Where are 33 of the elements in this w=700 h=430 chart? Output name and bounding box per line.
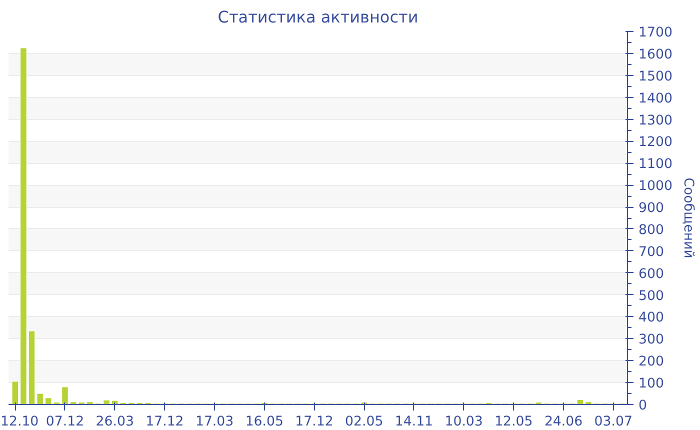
chart-title: Статистика активности [218,8,418,26]
x-tick-label: 10.03 [444,414,483,430]
x-tick-label: 17.12 [146,414,184,430]
x-tick-label: 14.11 [394,414,434,430]
y-tick-label: 900 [638,201,664,216]
y-axis-title: Сообщений [680,178,696,258]
x-tick-label: 12.05 [494,414,533,430]
y-tick-label: 800 [638,222,664,238]
y-tick-label: 600 [638,266,664,282]
y-tick-label: 0 [638,398,647,414]
y-tick-label: 200 [638,354,664,370]
y-tick-label: 700 [638,244,664,260]
x-tick-label: 02.05 [345,414,384,430]
y-tick-label: 400 [638,310,664,326]
x-tick-label: 16.05 [245,414,284,430]
y-tick-label: 1300 [638,113,672,128]
y-tick-label: 1700 [638,26,672,40]
x-tick-label: 24.06 [544,414,583,430]
x-tick-label: 03.07 [594,414,632,430]
y-tick-label: 1400 [638,91,672,106]
y-tick-label: 300 [638,332,664,348]
x-tick-label: 26.03 [96,414,134,430]
y-tick-label: 1600 [638,47,672,62]
y-tick-label: 1200 [638,135,672,150]
y-tick-label: 100 [638,376,664,392]
y-tick-label: 1500 [638,69,672,84]
x-tick-label: 12.10 [0,414,39,430]
y-tick-label: 500 [638,288,664,304]
y-tick-label: 1000 [638,179,672,194]
x-tick-label: 17.03 [195,414,234,430]
x-tick-label: 17.12 [295,414,334,430]
y-tick-label: 1100 [638,157,672,172]
x-tick-label: 07.12 [46,414,84,430]
